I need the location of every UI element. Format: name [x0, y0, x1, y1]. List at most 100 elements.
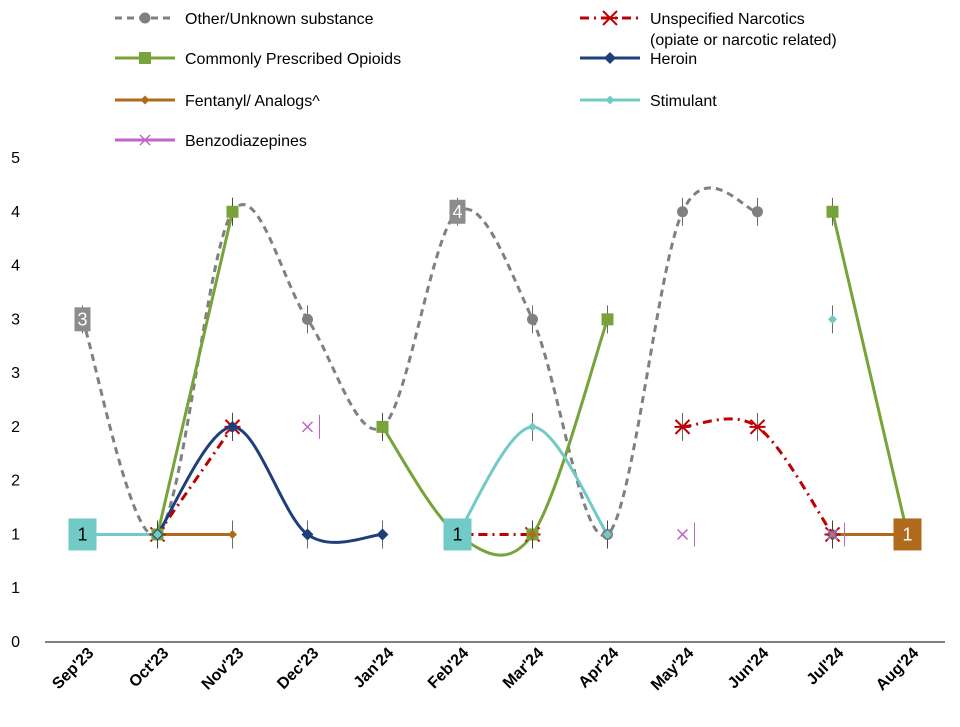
- marker-point: [376, 420, 389, 433]
- marker-point: [302, 313, 313, 325]
- legend-marker: [602, 10, 618, 26]
- marker-point-shape: [301, 421, 314, 433]
- x-tick-label: Dec'23: [274, 645, 322, 693]
- marker-point-shape: [828, 314, 837, 324]
- legend-marker: [139, 12, 151, 24]
- x-tick-label: Aug'24: [873, 645, 922, 694]
- x-tick-label: Jun'24: [725, 645, 772, 692]
- marker-point: [603, 529, 612, 539]
- y-tick-label: 3: [11, 311, 20, 328]
- marker-point: [528, 529, 537, 539]
- legend-item: Stimulant: [580, 93, 717, 110]
- marker-point-shape: [674, 419, 691, 435]
- series-line-5-seg-1: [456, 425, 609, 536]
- legend-marker: [140, 95, 150, 105]
- marker-point: [301, 421, 314, 433]
- marker-point-shape: [676, 528, 689, 540]
- y-tick-label: 2: [11, 419, 20, 436]
- legend-item: Commonly Prescribed Opioids: [115, 51, 401, 68]
- legend-marker: [139, 52, 151, 64]
- x-tick-label: Feb'24: [425, 645, 472, 692]
- data-label-box: [74, 307, 91, 332]
- marker-point: [228, 529, 237, 539]
- y-tick-label: 1: [11, 580, 20, 597]
- chart-axes: 0 1 1 2 2 3 3 4 4 5 Sep'23 Oct'23 Nov'23 Dec'23 Jan'24…: [11, 150, 945, 694]
- y-tick-label: 3: [11, 365, 20, 382]
- marker-point-shape: [376, 420, 389, 433]
- series-line-3-seg-0: [156, 425, 383, 544]
- data-label: 3: [77, 309, 87, 329]
- marker-point: [674, 419, 691, 435]
- legend-item: Fentanyl/ Analogs^: [115, 93, 320, 110]
- series-line-2-seg-0: [156, 211, 234, 535]
- legend-marker: [605, 95, 615, 105]
- marker-point-shape: [601, 313, 614, 326]
- marker-point: [376, 528, 389, 541]
- x-tick-label: May'24: [648, 645, 697, 694]
- marker-point-shape: [226, 420, 239, 433]
- legend-label: Heroin: [650, 51, 697, 68]
- legend: Other/Unknown substance Unspecified Narco…: [115, 10, 837, 150]
- marker-point: [301, 528, 314, 541]
- legend-label: (opiate or narcotic related): [650, 32, 837, 49]
- data-label-box: [449, 199, 466, 224]
- marker-point-shape: [527, 313, 538, 325]
- marker-point: [601, 313, 614, 326]
- data-label: 1: [77, 524, 87, 544]
- marker-point-shape: [301, 528, 314, 541]
- marker-point-shape: [826, 205, 839, 218]
- data-label: 1: [902, 524, 912, 544]
- legend-item: Heroin: [580, 51, 697, 68]
- marker-point-shape: [752, 206, 763, 218]
- x-tick-label: Apr'24: [576, 645, 623, 692]
- x-tick-label: Mar'24: [500, 645, 547, 692]
- marker-point: [226, 205, 239, 218]
- series-line-2-seg-1: [381, 318, 609, 557]
- marker-point-shape: [376, 528, 389, 541]
- marker-point-shape: [528, 529, 537, 539]
- legend-label: Commonly Prescribed Opioids: [185, 51, 401, 68]
- data-label: 1: [452, 524, 462, 544]
- marker-point: [676, 528, 689, 540]
- marker-point-shape: [677, 206, 688, 218]
- x-tick-label: Nov'23: [199, 645, 248, 694]
- legend-marker-shape: [139, 12, 151, 24]
- x-tick-label: Sep'23: [49, 645, 97, 693]
- data-label: 4: [452, 202, 462, 222]
- y-tick-label: 0: [11, 634, 20, 651]
- marker-point-shape: [603, 529, 612, 539]
- data-label-box: [893, 518, 922, 551]
- marker-point: [749, 419, 766, 435]
- series-line-1-seg-0: [156, 426, 234, 536]
- legend-marker-shape: [139, 134, 151, 146]
- legend-label: Stimulant: [650, 93, 717, 110]
- legend-item: Other/Unknown substance: [115, 11, 374, 28]
- marker-point: [826, 205, 839, 218]
- marker-point: [828, 314, 837, 324]
- legend-label: Unspecified Narcotics: [650, 11, 805, 28]
- marker-point-shape: [226, 205, 239, 218]
- data-labels: 3 4 1 1 1: [68, 199, 922, 551]
- legend-label: Fentanyl/ Analogs^: [185, 93, 320, 110]
- series-lines: [81, 186, 909, 557]
- marker-point: [528, 422, 537, 432]
- marker-point: [677, 206, 688, 218]
- legend-marker-shape: [605, 95, 615, 105]
- marker-point: [226, 420, 239, 433]
- legend-marker: [139, 134, 151, 146]
- x-tick-label: Oct'23: [126, 645, 172, 691]
- legend-marker-shape: [602, 10, 618, 26]
- x-tick-label: Jul'24: [804, 645, 848, 689]
- series-markers: [77, 197, 914, 549]
- legend-marker-shape: [139, 52, 151, 64]
- legend-item: Benzodiazepines: [115, 133, 307, 150]
- marker-point-shape: [826, 528, 839, 540]
- y-tick-label: 1: [11, 526, 20, 543]
- marker-point-shape: [302, 313, 313, 325]
- series-line-2-seg-2: [831, 211, 909, 535]
- legend-label: Other/Unknown substance: [185, 11, 374, 28]
- series-line-0-seg-0: [81, 186, 758, 538]
- legend-marker: [604, 52, 616, 64]
- legend-item: Unspecified Narcotics (opiate or narcotic…: [580, 10, 837, 49]
